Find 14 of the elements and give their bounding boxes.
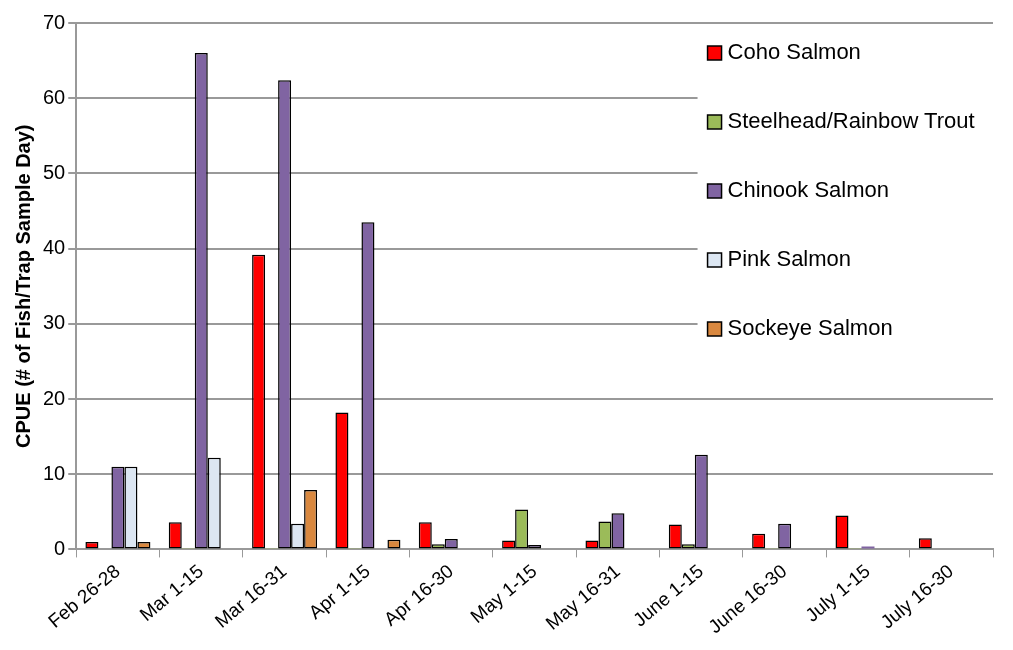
y-tick-label: 60 — [43, 85, 66, 108]
y-tick-label: 0 — [54, 536, 66, 559]
legend-label: Chinook Salmon — [727, 177, 889, 203]
legend-label: Steelhead/Rainbow Trout — [727, 108, 975, 134]
legend-label: Coho Salmon — [727, 39, 861, 65]
y-tick-label: 50 — [43, 160, 66, 183]
legend-label: Sockeye Salmon — [727, 315, 893, 341]
y-tick-label: 10 — [43, 461, 66, 484]
y-axis-title: CPUE (# of Fish/Trap Sample Day) — [11, 124, 34, 448]
legend-label: Pink Salmon — [727, 246, 852, 272]
y-tick-label: 30 — [43, 311, 66, 334]
y-tick-label: 40 — [43, 236, 66, 259]
y-tick-label: 70 — [43, 10, 66, 33]
y-tick-label: 20 — [43, 386, 66, 409]
